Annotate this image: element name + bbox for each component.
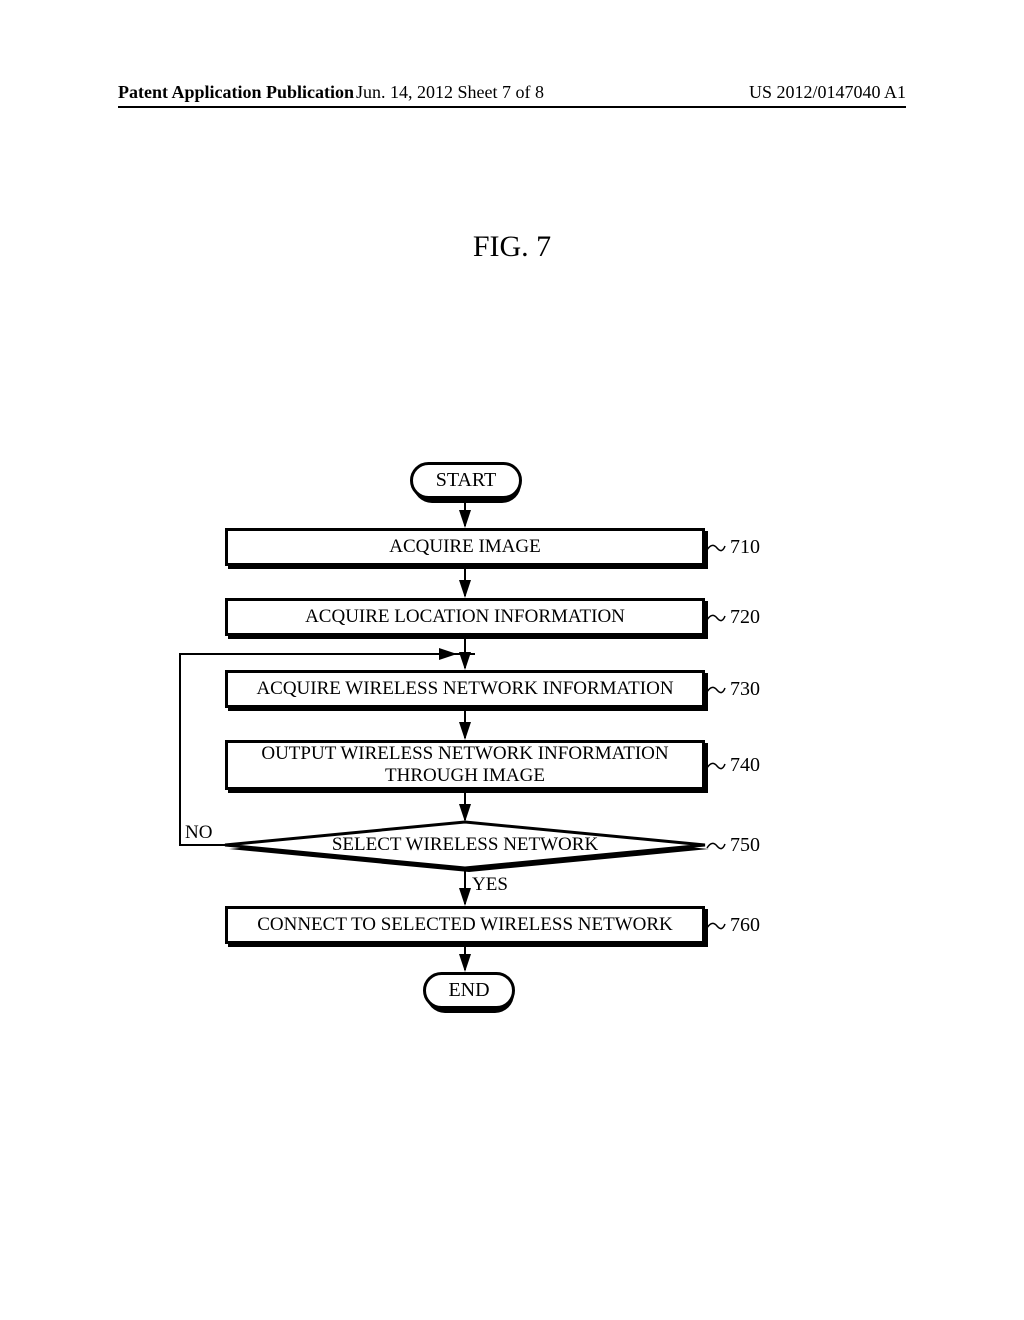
node-760-wrapper: CONNECT TO SELECTED WIRELESS NETWORK: [225, 906, 705, 944]
flowchart-svg: [0, 0, 1024, 1320]
node-start-wrapper: START: [410, 462, 522, 499]
node-start: START: [410, 462, 522, 499]
ref-740: 740: [730, 754, 760, 777]
ref-730: 730: [730, 678, 760, 701]
node-start-label: START: [436, 469, 497, 491]
node-750-label: SELECT WIRELESS NETWORK: [225, 834, 705, 856]
node-730-wrapper: ACQUIRE WIRELESS NETWORK INFORMATION: [225, 670, 705, 708]
node-710: ACQUIRE IMAGE: [225, 528, 705, 566]
node-end-wrapper: END: [423, 972, 515, 1009]
tilde-710: [705, 540, 727, 556]
edge-label-yes: YES: [472, 874, 508, 896]
node-730-label: ACQUIRE WIRELESS NETWORK INFORMATION: [256, 678, 673, 700]
ref-720: 720: [730, 606, 760, 629]
node-720-wrapper: ACQUIRE LOCATION INFORMATION: [225, 598, 705, 636]
node-720-label: ACQUIRE LOCATION INFORMATION: [305, 606, 625, 628]
node-760: CONNECT TO SELECTED WIRELESS NETWORK: [225, 906, 705, 944]
node-710-label: ACQUIRE IMAGE: [389, 536, 540, 558]
tilde-740: [705, 758, 727, 774]
node-740-label: OUTPUT WIRELESS NETWORK INFORMATIONTHROU…: [261, 743, 668, 787]
node-740-wrapper: OUTPUT WIRELESS NETWORK INFORMATIONTHROU…: [225, 740, 705, 790]
tilde-730: [705, 682, 727, 698]
node-760-label: CONNECT TO SELECTED WIRELESS NETWORK: [257, 914, 673, 936]
tilde-760: [705, 918, 727, 934]
node-end-label: END: [448, 979, 489, 1001]
node-720: ACQUIRE LOCATION INFORMATION: [225, 598, 705, 636]
ref-750: 750: [730, 834, 760, 857]
node-740: OUTPUT WIRELESS NETWORK INFORMATIONTHROU…: [225, 740, 705, 790]
tilde-720: [705, 610, 727, 626]
ref-760: 760: [730, 914, 760, 937]
ref-710: 710: [730, 536, 760, 559]
node-730: ACQUIRE WIRELESS NETWORK INFORMATION: [225, 670, 705, 708]
edge-label-no: NO: [185, 822, 212, 844]
node-710-wrapper: ACQUIRE IMAGE: [225, 528, 705, 566]
node-end: END: [423, 972, 515, 1009]
tilde-750: [705, 838, 727, 854]
